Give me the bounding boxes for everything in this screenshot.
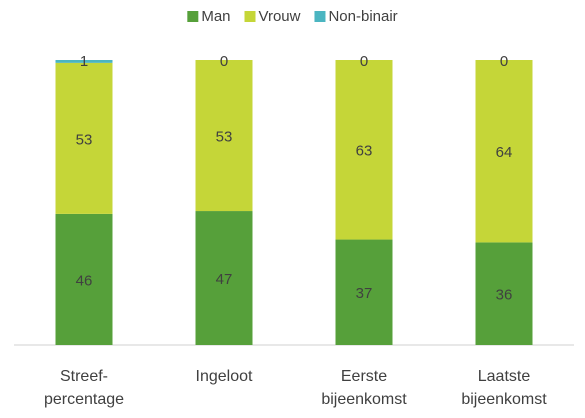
x-tick-label: Streef-percentage bbox=[44, 368, 124, 408]
data-label: 46 bbox=[76, 272, 93, 289]
data-label: 0 bbox=[220, 53, 228, 70]
x-tick-label: Laatste bijeenkomst bbox=[461, 368, 547, 408]
bar-segment bbox=[475, 242, 533, 345]
data-label: 0 bbox=[360, 53, 368, 70]
legend-label: Vrouw bbox=[259, 8, 301, 25]
bar-segment bbox=[55, 62, 113, 214]
legend-swatch bbox=[314, 11, 326, 22]
data-label: 53 bbox=[76, 131, 93, 148]
data-label: 53 bbox=[216, 128, 233, 145]
data-label: 37 bbox=[356, 285, 373, 302]
bar-segment bbox=[475, 60, 533, 243]
data-label: 63 bbox=[356, 143, 373, 160]
legend-label: Man bbox=[201, 8, 230, 25]
data-label: 36 bbox=[496, 287, 513, 304]
bar-segment bbox=[195, 60, 253, 212]
data-label: 64 bbox=[496, 144, 513, 161]
x-tick-label: Ingeloot bbox=[196, 368, 253, 385]
bar-segment bbox=[55, 213, 113, 345]
bar-segment bbox=[55, 60, 113, 63]
legend-swatch bbox=[187, 11, 199, 22]
data-label: 47 bbox=[216, 271, 233, 288]
data-label: 0 bbox=[500, 53, 508, 70]
data-label: 1 bbox=[80, 53, 88, 70]
x-tick-label: Eerste bijeenkomst bbox=[321, 368, 407, 408]
legend: Man Vrouw Non-binair bbox=[187, 8, 398, 25]
legend-swatch bbox=[244, 11, 256, 22]
bar-segment bbox=[335, 60, 393, 240]
legend-label: Non-binair bbox=[328, 8, 397, 25]
bar-segment bbox=[195, 211, 253, 345]
bar-segment bbox=[335, 239, 393, 345]
